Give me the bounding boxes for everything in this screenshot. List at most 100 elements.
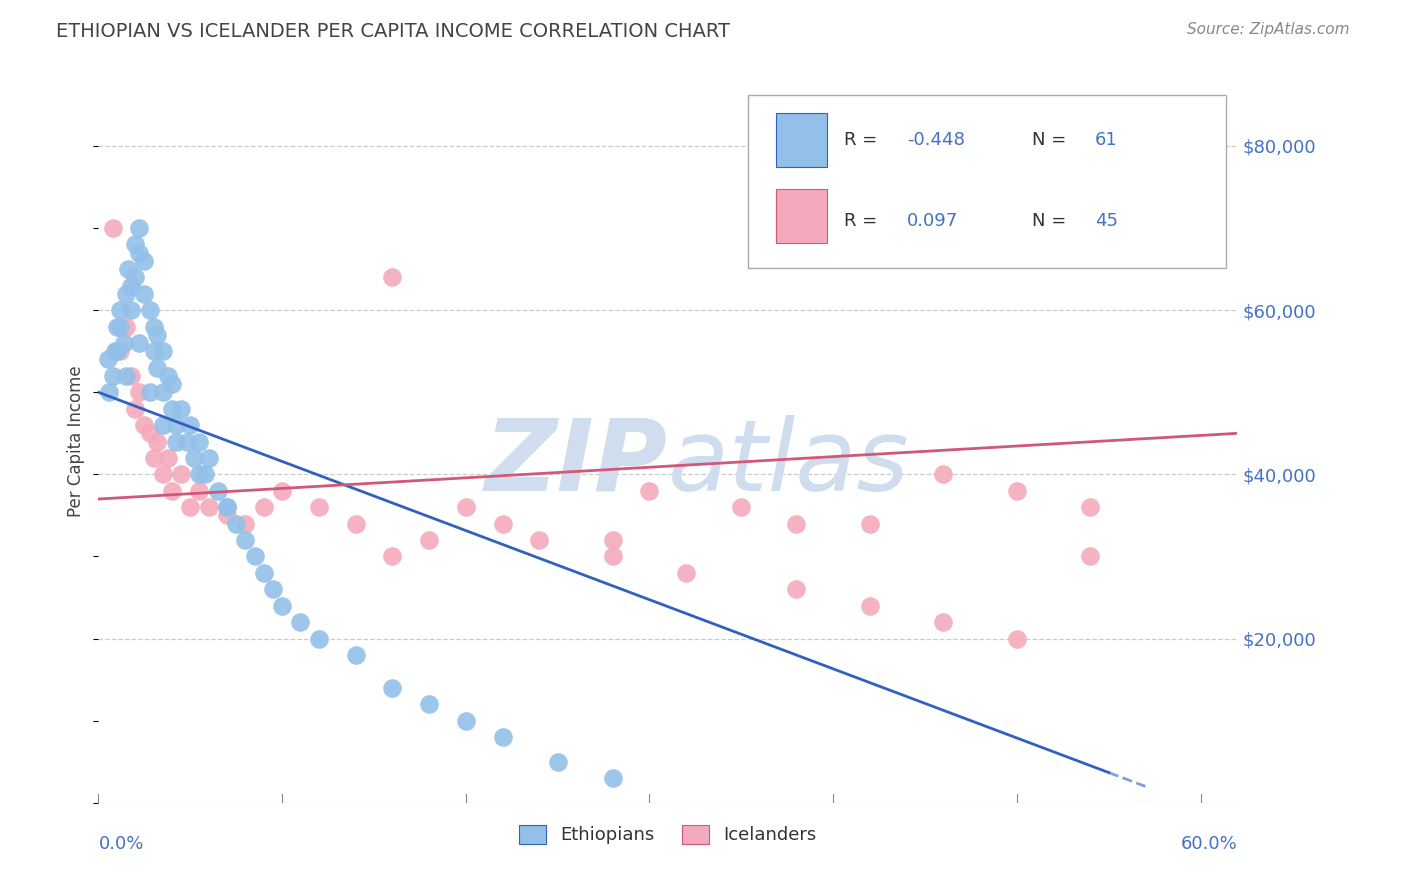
Point [290, 615, 312, 630]
FancyBboxPatch shape [776, 112, 827, 167]
Point [215, 500, 238, 515]
Point [243, 549, 266, 564]
Point [730, 500, 752, 515]
Point [638, 483, 661, 498]
Point [121, 278, 143, 293]
Point [602, 771, 624, 785]
Text: 61: 61 [1095, 130, 1118, 149]
Text: R =: R = [845, 130, 883, 149]
Point [139, 426, 162, 441]
Point [115, 286, 138, 301]
Point [344, 648, 367, 662]
Point [308, 632, 330, 646]
Point [1153, 180, 1175, 194]
Point [859, 599, 882, 613]
Point [152, 344, 174, 359]
Point [165, 418, 187, 433]
Text: ETHIOPIAN VS ICELANDER PER CAPITA INCOME CORRELATION CHART: ETHIOPIAN VS ICELANDER PER CAPITA INCOME… [56, 22, 730, 41]
Text: Source: ZipAtlas.com: Source: ZipAtlas.com [1187, 22, 1350, 37]
Point [235, 516, 257, 531]
Point [344, 516, 367, 531]
Point [121, 368, 143, 383]
Point [142, 344, 165, 359]
Point [157, 450, 180, 465]
Text: 0.097: 0.097 [907, 212, 959, 230]
Point [253, 566, 276, 580]
Point [105, 319, 128, 334]
Point [183, 450, 205, 465]
Point [179, 418, 201, 433]
Point [142, 319, 165, 334]
Point [932, 467, 955, 482]
Text: R =: R = [845, 212, 883, 230]
Point [179, 500, 201, 515]
Point [194, 467, 217, 482]
Point [215, 508, 238, 523]
Point [134, 418, 156, 433]
Point [128, 385, 150, 400]
Point [271, 599, 294, 613]
Text: -0.448: -0.448 [907, 130, 965, 149]
Point [215, 500, 238, 515]
Point [418, 533, 440, 547]
Text: atlas: atlas [668, 415, 910, 512]
Point [197, 450, 219, 465]
Point [225, 516, 247, 531]
Point [381, 270, 404, 285]
Point [110, 344, 132, 359]
Point [1078, 500, 1101, 515]
Point [785, 582, 807, 597]
Point [128, 221, 150, 235]
Point [253, 500, 276, 515]
Point [139, 385, 162, 400]
Point [176, 434, 198, 449]
Point [271, 483, 294, 498]
Point [454, 500, 477, 515]
Text: 45: 45 [1095, 212, 1118, 230]
Point [1005, 483, 1028, 498]
Point [134, 286, 156, 301]
Point [491, 730, 513, 744]
Text: ZIP: ZIP [485, 415, 668, 512]
Point [146, 360, 169, 375]
Point [188, 434, 211, 449]
Point [859, 516, 882, 531]
Point [262, 582, 284, 597]
Point [188, 483, 211, 498]
Text: 60.0%: 60.0% [1181, 835, 1237, 854]
Point [235, 533, 257, 547]
Point [124, 237, 146, 252]
Point [170, 401, 193, 416]
Text: 0.0%: 0.0% [98, 835, 143, 854]
Point [152, 418, 174, 433]
Legend: Ethiopians, Icelanders: Ethiopians, Icelanders [512, 818, 824, 852]
Point [128, 245, 150, 260]
Point [932, 615, 955, 630]
Point [146, 327, 169, 342]
Point [124, 401, 146, 416]
Point [785, 516, 807, 531]
Point [115, 319, 138, 334]
Text: N =: N = [1032, 212, 1073, 230]
Point [101, 368, 124, 383]
Point [139, 303, 162, 318]
Text: N =: N = [1032, 130, 1073, 149]
Point [491, 516, 513, 531]
Point [170, 467, 193, 482]
Point [110, 319, 132, 334]
Point [104, 344, 127, 359]
Point [152, 385, 174, 400]
Point [602, 549, 624, 564]
Point [188, 467, 211, 482]
Point [165, 434, 187, 449]
Point [101, 221, 124, 235]
FancyBboxPatch shape [748, 95, 1226, 268]
Point [381, 681, 404, 695]
Point [117, 262, 139, 277]
Point [124, 270, 146, 285]
Point [160, 377, 183, 392]
Point [157, 368, 180, 383]
Point [134, 253, 156, 268]
Point [110, 303, 132, 318]
Point [160, 401, 183, 416]
